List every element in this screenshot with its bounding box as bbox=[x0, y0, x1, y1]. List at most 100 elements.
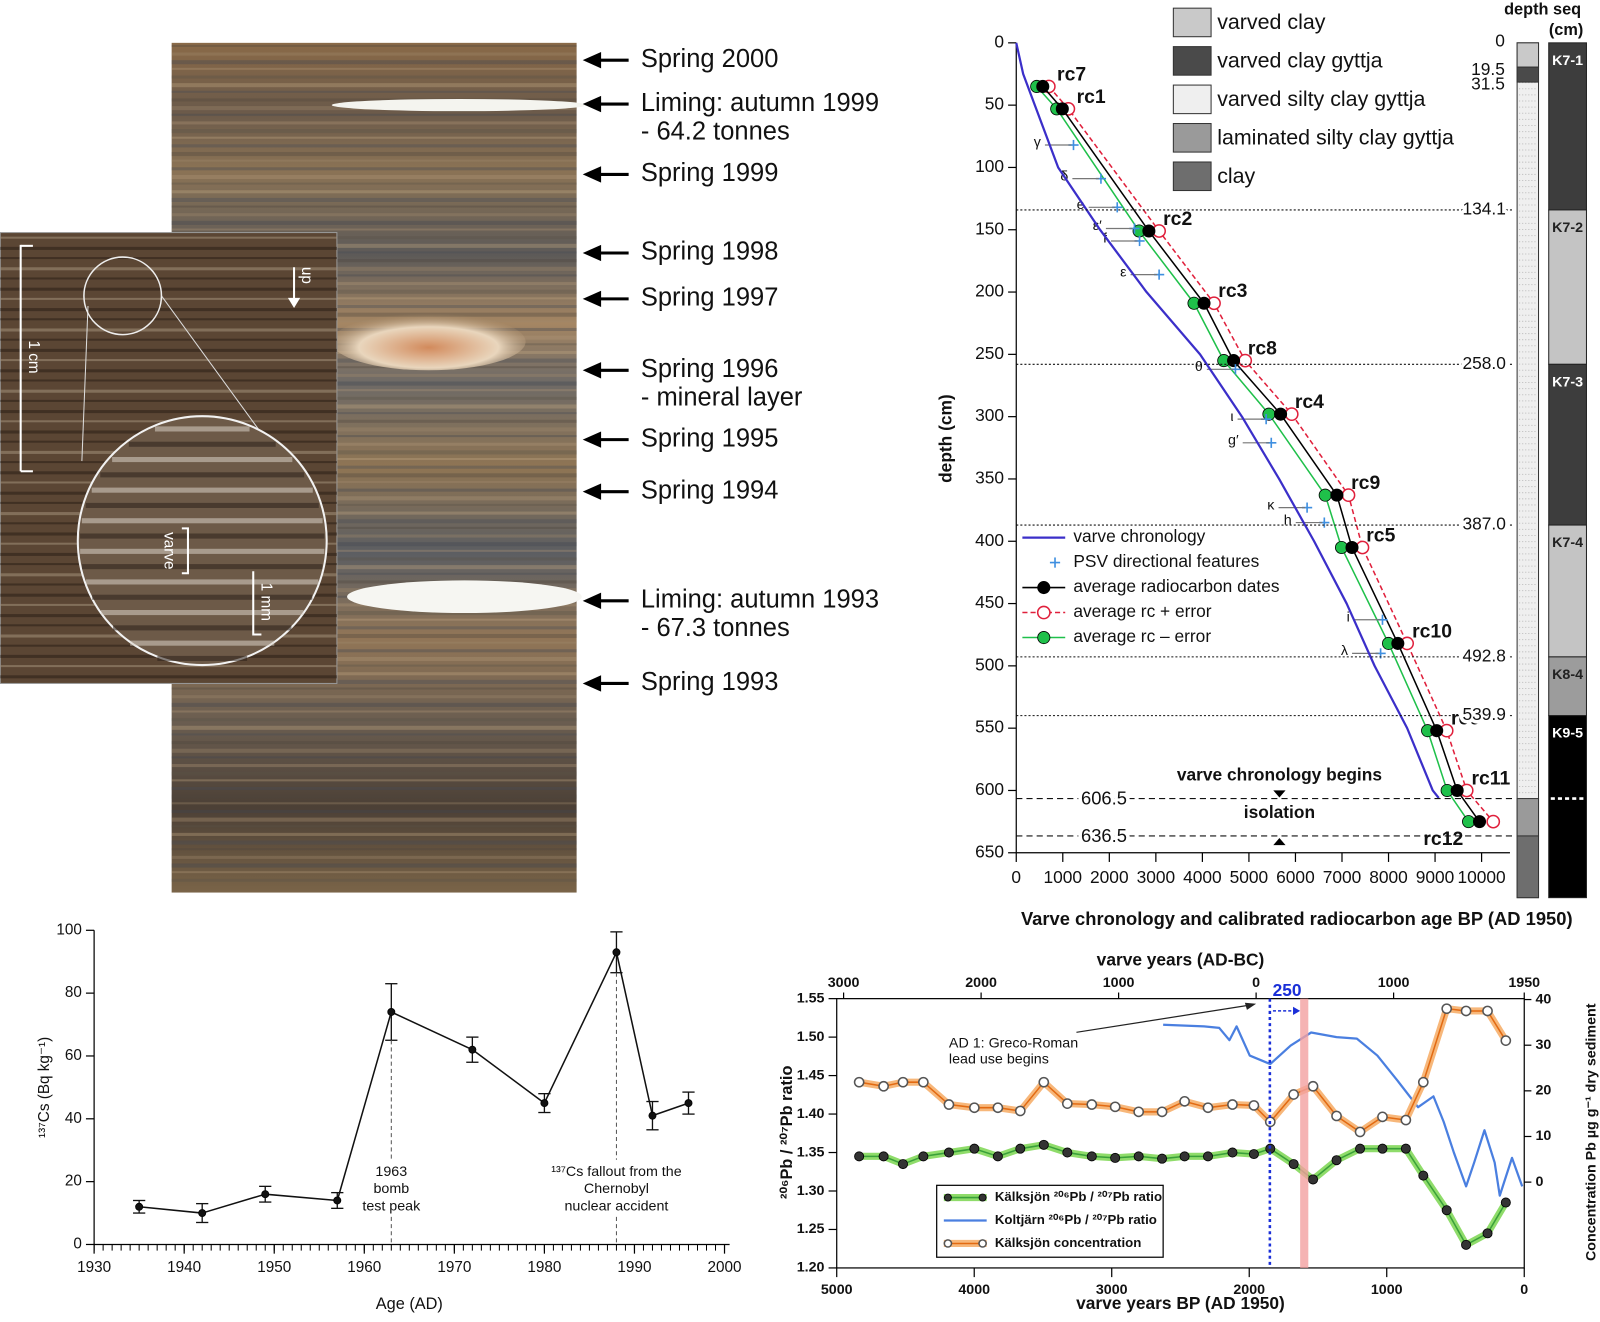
data-point bbox=[897, 1076, 909, 1088]
arrow-head bbox=[582, 362, 602, 379]
y-tick-label: 1.50 bbox=[797, 1029, 825, 1045]
annotation: AD 1: Greco-Roman bbox=[949, 1035, 1078, 1051]
data-point bbox=[1354, 1126, 1366, 1138]
photo-label: Spring 2000 bbox=[641, 45, 779, 73]
annotation: nuclear accident bbox=[565, 1198, 669, 1214]
point-label: rc7 bbox=[1057, 63, 1086, 85]
arrow-head bbox=[582, 244, 602, 262]
lamina bbox=[171, 282, 577, 286]
lamina bbox=[171, 60, 577, 65]
sequence-unit bbox=[1548, 524, 1587, 658]
lamina bbox=[128, 441, 276, 447]
lamina bbox=[171, 442, 577, 446]
lamina bbox=[171, 182, 577, 185]
y-tick-label: 150 bbox=[975, 218, 1004, 238]
lithology-unit bbox=[1516, 798, 1540, 837]
lithology-legend-label: varved clay bbox=[1217, 10, 1326, 34]
data-point bbox=[1133, 1151, 1144, 1162]
lithology-legend-label: varved silty clay gyttja bbox=[1217, 87, 1425, 111]
lamina bbox=[171, 672, 577, 676]
lamina bbox=[171, 98, 577, 102]
data-point bbox=[261, 1190, 270, 1199]
lamina bbox=[171, 611, 577, 616]
arrow-head bbox=[582, 95, 602, 113]
sequence-unit bbox=[1548, 363, 1587, 526]
lamina bbox=[171, 274, 577, 277]
lamina bbox=[171, 427, 577, 432]
data-point bbox=[1486, 814, 1501, 829]
arrow-head bbox=[582, 290, 602, 308]
lamina bbox=[171, 83, 577, 88]
point-label: g′ bbox=[1228, 433, 1239, 449]
liming-layer bbox=[347, 580, 582, 614]
x2-tick-label: 1000 bbox=[1103, 975, 1135, 991]
point-label: rc11 bbox=[1471, 767, 1510, 789]
lamina bbox=[171, 75, 577, 79]
y-axis-label: depth (cm) bbox=[935, 394, 955, 483]
lamina bbox=[171, 878, 577, 882]
data-point bbox=[943, 1099, 955, 1110]
annotation: 1963 bbox=[375, 1164, 407, 1180]
series-line bbox=[1048, 85, 1494, 823]
data-point bbox=[1110, 1152, 1121, 1163]
column-unit: (cm) bbox=[1549, 21, 1583, 39]
photo-label: - 64.2 tonnes bbox=[641, 117, 790, 145]
lamina bbox=[171, 549, 577, 552]
lamina bbox=[171, 832, 577, 836]
lamina bbox=[0, 389, 337, 393]
data-point bbox=[969, 1102, 980, 1114]
lamina bbox=[0, 277, 337, 280]
lamina bbox=[171, 779, 577, 782]
lamina bbox=[171, 679, 577, 684]
y-tick-label: 1.45 bbox=[797, 1067, 825, 1083]
lamina bbox=[171, 855, 577, 859]
data-point bbox=[1441, 1003, 1453, 1015]
y-tick-label: 60 bbox=[65, 1047, 82, 1064]
data-point bbox=[1288, 1159, 1299, 1170]
data-point bbox=[1061, 1098, 1073, 1109]
marker-triangle bbox=[1273, 790, 1286, 798]
lamina bbox=[171, 771, 577, 776]
y-tick-label: 600 bbox=[975, 779, 1004, 799]
lamina bbox=[171, 695, 577, 699]
lamina bbox=[171, 213, 577, 217]
data-point bbox=[918, 1151, 929, 1162]
lamina bbox=[171, 687, 577, 690]
x2-tick-label: 1000 bbox=[1378, 975, 1410, 991]
sequence-unit bbox=[1548, 42, 1587, 211]
point-label: f bbox=[1103, 231, 1107, 247]
x-tick-label: 8000 bbox=[1369, 867, 1408, 887]
x-tick-label: 7000 bbox=[1323, 867, 1362, 887]
data-point bbox=[1355, 1143, 1366, 1154]
photo-label: Spring 1996 bbox=[641, 355, 779, 383]
x-tick-label: 1930 bbox=[77, 1259, 111, 1276]
lamina bbox=[171, 312, 577, 317]
marker-line-label: 636.5 bbox=[1081, 825, 1127, 846]
lamina bbox=[171, 748, 577, 753]
sequence-unit bbox=[1548, 656, 1587, 717]
lamina bbox=[171, 289, 577, 294]
inset-photo: up 1 cm varve 1 mm bbox=[0, 232, 338, 684]
y2-tick-label: 40 bbox=[1535, 991, 1551, 1007]
data-point bbox=[1179, 1095, 1190, 1107]
lamina bbox=[171, 197, 577, 202]
lamina bbox=[171, 649, 577, 653]
y2-tick-label: 20 bbox=[1535, 1083, 1551, 1099]
x-tick-label: 1980 bbox=[527, 1259, 561, 1276]
lamina bbox=[171, 297, 577, 300]
sequence-unit bbox=[1548, 715, 1587, 899]
arrow-head bbox=[582, 592, 602, 609]
photo-label: - mineral layer bbox=[641, 384, 803, 412]
data-point bbox=[1400, 1143, 1411, 1154]
lamina bbox=[171, 465, 577, 469]
lamina bbox=[171, 871, 577, 874]
y2-tick-label: 0 bbox=[1535, 1174, 1543, 1190]
data-point bbox=[878, 1080, 889, 1092]
data-point bbox=[1345, 540, 1359, 555]
data-point bbox=[854, 1151, 865, 1162]
photo-label: Spring 1995 bbox=[641, 424, 779, 452]
data-point bbox=[1418, 1170, 1429, 1181]
series-line bbox=[1015, 42, 1440, 799]
lamina bbox=[171, 435, 577, 438]
lamina bbox=[171, 90, 577, 93]
